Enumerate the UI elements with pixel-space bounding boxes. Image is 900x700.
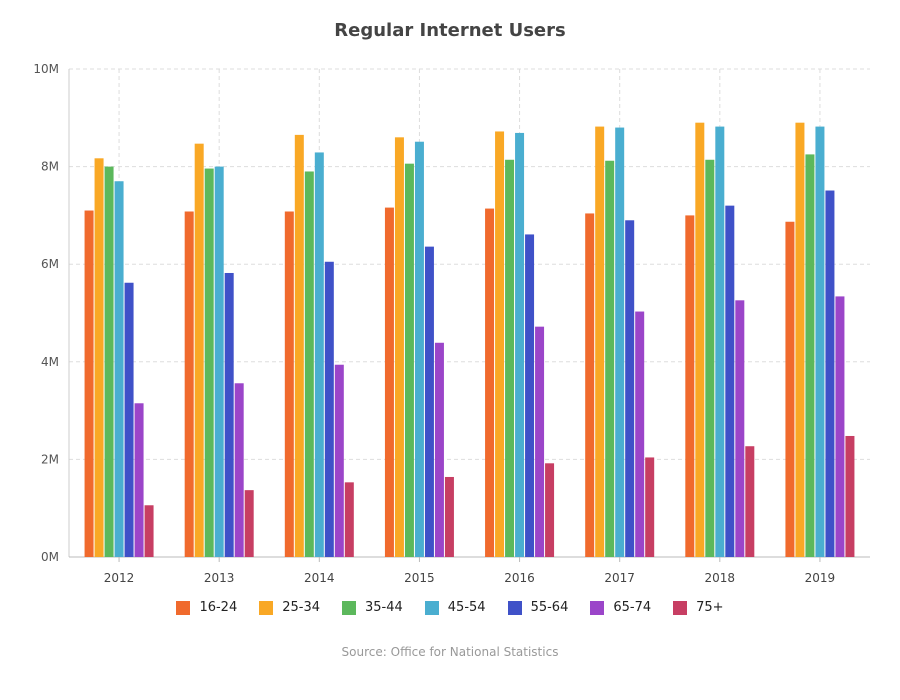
legend-label: 35-44: [365, 600, 403, 615]
legend-swatch: [590, 600, 605, 615]
bar-45-54-2014: [314, 152, 324, 557]
bar-55-64-2018: [725, 205, 735, 557]
bar-25-34-2015: [394, 137, 404, 557]
chart-source: Source: Office for National Statistics: [341, 645, 559, 659]
bar-35-44-2017: [605, 160, 615, 557]
legend-label: 65-74: [613, 600, 652, 615]
legend-label: 75+: [696, 600, 724, 615]
x-tick-label: 2015: [404, 571, 435, 585]
bar-16-24-2016: [485, 208, 495, 557]
bar-75+-2014: [344, 482, 354, 557]
bar-65-74-2016: [535, 326, 545, 557]
bar-55-64-2019: [825, 190, 835, 557]
bar-75+-2015: [444, 476, 454, 557]
bar-75+-2013: [244, 490, 254, 557]
legend-item[interactable]: 16-24: [176, 600, 237, 615]
bar-65-74-2015: [434, 342, 444, 557]
bar-55-64-2016: [525, 234, 535, 557]
chart-title: Regular Internet Users: [334, 20, 566, 41]
legend-swatch: [342, 600, 356, 615]
legend-label: 55-64: [530, 600, 569, 615]
legend-swatch: [176, 600, 191, 615]
legend-item[interactable]: 45-54: [424, 600, 486, 615]
bar-75+-2019: [845, 435, 855, 557]
x-tick-label: 2018: [705, 571, 736, 585]
bar-35-44-2016: [505, 159, 515, 557]
bar-65-74-2012: [134, 403, 144, 557]
legend-label: 45-54: [447, 600, 486, 615]
bar-25-34-2014: [294, 134, 304, 557]
bar-45-54-2016: [515, 132, 525, 558]
y-tick-label: 10M: [33, 62, 59, 76]
x-tick-label: 2017: [604, 571, 635, 585]
bar-25-34-2018: [695, 122, 705, 558]
bar-55-64-2012: [124, 282, 134, 557]
y-tick-label: 2M: [41, 452, 59, 466]
legend-item[interactable]: 35-44: [342, 600, 403, 615]
bar-45-54-2013: [214, 166, 224, 557]
bar-45-54-2019: [815, 126, 825, 558]
x-tick-label: 2012: [104, 571, 135, 585]
bar-75+-2017: [645, 457, 655, 557]
bar-16-24-2018: [685, 215, 695, 557]
bar-25-34-2012: [94, 158, 104, 557]
bar-16-24-2019: [785, 221, 795, 557]
bar-25-34-2017: [595, 126, 605, 558]
legend-item[interactable]: 75+: [673, 600, 724, 615]
bar-35-44-2018: [705, 159, 715, 557]
legend-item[interactable]: 55-64: [507, 600, 569, 615]
bar-55-64-2013: [224, 272, 234, 557]
bar-35-44-2019: [805, 154, 815, 557]
legend-label: 25-34: [282, 600, 320, 615]
bar-45-54-2015: [414, 141, 424, 557]
bar-25-34-2019: [795, 122, 805, 558]
bar-35-44-2015: [404, 163, 414, 557]
bar-16-24-2017: [585, 213, 595, 557]
y-tick-label: 6M: [41, 257, 59, 271]
bar-16-24-2014: [284, 211, 294, 557]
bar-65-74-2013: [234, 383, 244, 557]
bar-55-64-2014: [324, 261, 334, 557]
legend-label: 16-24: [199, 600, 238, 615]
bar-55-64-2017: [625, 220, 635, 557]
bar-75+-2018: [745, 446, 755, 557]
y-tick-label: 8M: [41, 160, 59, 174]
bar-45-54-2018: [715, 126, 725, 558]
legend-item[interactable]: 65-74: [590, 600, 651, 615]
bar-45-54-2017: [615, 127, 625, 557]
bar-25-34-2016: [495, 131, 505, 558]
bar-55-64-2015: [424, 246, 434, 557]
legend-swatch: [424, 600, 439, 615]
bar-65-74-2014: [334, 364, 344, 557]
bar-16-24-2013: [184, 211, 194, 557]
x-tick-label: 2013: [204, 571, 235, 585]
bar-35-44-2013: [204, 168, 214, 557]
chart-legend: 16-24 25-34 35-44 45-54 55-64 65-74 75+: [0, 600, 900, 615]
x-tick-label: 2016: [504, 571, 535, 585]
y-tick-label: 4M: [41, 355, 59, 369]
x-tick-label: 2014: [304, 571, 335, 585]
legend-swatch: [507, 600, 522, 615]
bar-45-54-2012: [114, 181, 124, 558]
legend-item[interactable]: 25-34: [259, 600, 320, 615]
bar-65-74-2019: [835, 296, 845, 557]
bar-65-74-2018: [735, 300, 745, 557]
bar-35-44-2014: [304, 171, 314, 558]
legend-swatch: [673, 600, 688, 615]
y-tick-label: 0M: [41, 550, 59, 564]
bar-16-24-2012: [84, 210, 94, 557]
bar-75+-2012: [144, 505, 154, 557]
bar-75+-2016: [545, 463, 555, 557]
bar-65-74-2017: [635, 311, 645, 557]
bar-25-34-2013: [194, 143, 204, 557]
bar-35-44-2012: [104, 166, 114, 557]
bar-16-24-2015: [384, 207, 394, 558]
x-tick-label: 2019: [805, 571, 836, 585]
legend-swatch: [259, 600, 274, 615]
